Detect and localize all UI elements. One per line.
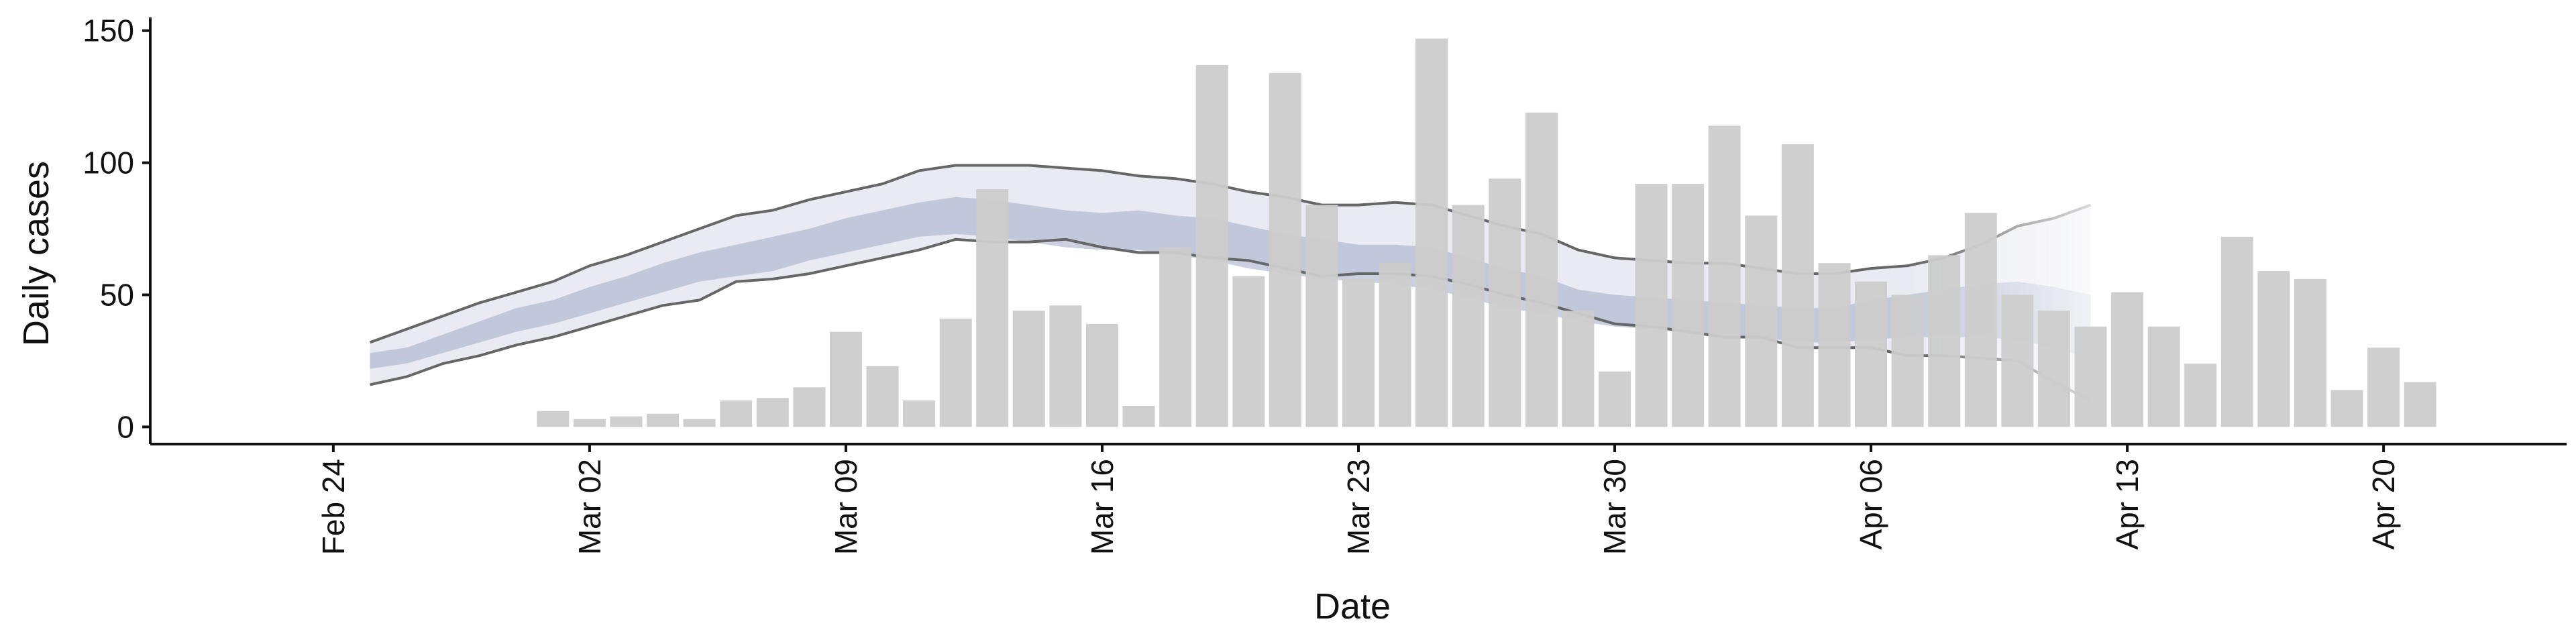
bar	[903, 400, 936, 427]
bar	[866, 366, 899, 427]
bar	[537, 411, 570, 427]
bar	[2111, 292, 2144, 427]
bar	[1818, 263, 1851, 427]
bar	[829, 331, 862, 427]
bar	[1489, 178, 1521, 427]
y-tick-label: 50	[100, 277, 134, 312]
bar	[756, 398, 789, 427]
bar	[2330, 390, 2363, 427]
x-tick-label: Apr 13	[2110, 459, 2145, 550]
bar	[720, 400, 753, 427]
bar	[2367, 347, 2400, 427]
bar	[2147, 326, 2180, 427]
case-bars	[537, 38, 2436, 427]
bar	[1342, 278, 1375, 427]
x-tick-label: Mar 02	[572, 459, 607, 555]
bar	[2001, 294, 2034, 427]
x-tick-label: Mar 16	[1085, 459, 1120, 555]
x-tick-label: Apr 20	[2366, 459, 2401, 550]
bar	[1122, 405, 1155, 427]
bar	[1379, 263, 1411, 427]
bar	[1012, 311, 1045, 427]
bar	[2184, 363, 2217, 427]
bar	[2404, 382, 2436, 427]
outer-interval-band	[370, 165, 2091, 400]
bar	[2220, 236, 2253, 427]
bar	[1672, 184, 1705, 427]
bar	[1159, 247, 1192, 427]
x-tick-label: Apr 06	[1854, 459, 1888, 550]
bar	[1195, 64, 1228, 427]
x-tick-label: Mar 23	[1341, 459, 1376, 555]
x-tick-label: Mar 30	[1597, 459, 1632, 555]
bar	[976, 189, 1009, 427]
y-tick-label: 150	[83, 13, 134, 48]
bar	[1708, 125, 1741, 427]
bar	[683, 419, 716, 427]
bar	[1635, 184, 1668, 427]
axes: 0 50 100 150 Feb 24 Mar 02 Mar 09 Mar 16 Mar 23 M…	[83, 13, 2567, 555]
bar	[1745, 215, 1778, 427]
bar	[573, 419, 606, 427]
x-tick-label: Mar 09	[828, 459, 863, 555]
x-tick-label: Feb 24	[316, 459, 351, 555]
bar	[1964, 213, 1997, 427]
y-tick-label: 100	[83, 146, 134, 180]
bar	[1269, 72, 1301, 427]
bar	[1049, 305, 1082, 427]
y-tick-label: 0	[117, 409, 134, 444]
bar	[1086, 323, 1118, 427]
bar	[2294, 278, 2326, 427]
bar	[1305, 205, 1338, 427]
bar	[2037, 311, 2070, 427]
x-axis-title: Date	[1314, 586, 1391, 627]
bar	[1928, 255, 1961, 427]
bar	[1525, 112, 1558, 427]
bar	[939, 318, 972, 427]
bar	[1781, 144, 1814, 427]
bar	[2257, 271, 2290, 427]
bar	[1891, 294, 1924, 427]
bar	[1452, 205, 1485, 427]
bar	[1415, 38, 1448, 427]
bar	[2074, 326, 2107, 427]
y-axis-title: Daily cases	[16, 161, 56, 346]
bar	[1855, 281, 1887, 427]
bar	[1232, 276, 1265, 427]
bar	[793, 387, 826, 427]
bar	[1562, 311, 1595, 427]
bar	[610, 416, 643, 427]
bar	[1599, 371, 1631, 427]
bar	[647, 413, 679, 427]
